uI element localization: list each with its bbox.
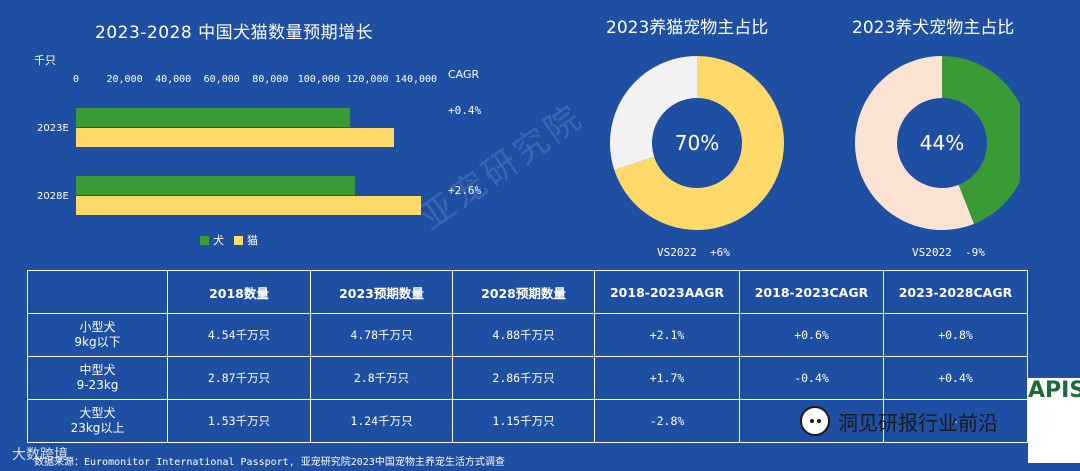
unit-label: 千只 (34, 54, 56, 67)
table-header-row: 2018数量 2023预期数量 2028预期数量 2018-2023AAGR 2… (27, 270, 1028, 314)
brand-overlay: 洞见研报行业前沿 (800, 406, 998, 436)
x-tick-label: 100,000 (297, 74, 340, 85)
table-cell: 2.87千万只 (167, 356, 311, 400)
table-cell: +0.8% (883, 313, 1028, 357)
source-note: 数据来源：Euromonitor International Passport,… (34, 457, 505, 468)
table-cell: 1.24千万只 (310, 399, 453, 443)
bar-cat (76, 196, 421, 215)
table-cell: -0.4% (739, 356, 884, 400)
table-header: 2018数量 (167, 270, 311, 314)
table-cell: 4.88千万只 (452, 313, 595, 357)
table-header: 2018-2023AAGR (594, 270, 740, 314)
donut-cat (610, 56, 784, 230)
table-row: 小型犬 9kg以下 4.54千万只 4.78千万只 4.88千万只 +2.1% +… (27, 313, 1028, 357)
donut-cat-center: 70% (674, 131, 720, 155)
wechat-icon (800, 406, 830, 436)
donut-dog-center: 44% (919, 131, 965, 155)
donut-dog (855, 56, 1020, 231)
watermark: 亚宠研究院 (412, 96, 592, 239)
row-sub: 9-23kg (76, 378, 119, 392)
donut-dog-vs: VS2022 -9% (912, 246, 985, 259)
dog-size-table: 2018数量 2023预期数量 2028预期数量 2018-2023AAGR 2… (27, 270, 1028, 443)
x-tick-label: 80,000 (252, 74, 289, 85)
category-label: 2028E (37, 191, 69, 202)
legend-label-cat: 猫 (247, 234, 258, 247)
x-tick-label: 60,000 (203, 74, 240, 85)
row-label: 小型犬 9kg以下 (27, 313, 168, 357)
legend-label-dog: 犬 (213, 234, 224, 247)
table-cell: 4.54千万只 (167, 313, 311, 357)
legend-swatch-dog (200, 235, 209, 245)
table-cell: 1.53千万只 (167, 399, 311, 443)
cagr-annotation: +0.4% (448, 104, 482, 117)
bar-legend: 犬 猫 (200, 232, 258, 248)
apis-logo: APIS (1028, 378, 1080, 463)
row-sub: 23kg以上 (70, 421, 125, 435)
row-label: 中型犬 9-23kg (27, 356, 168, 400)
table-cell: 4.78千万只 (310, 313, 453, 357)
apis-logo-text: APIS (1028, 378, 1080, 403)
table-cell: -2.8% (594, 399, 740, 443)
table-header: 2023预期数量 (310, 270, 453, 314)
table-header (27, 270, 168, 314)
row-name: 小型犬 (79, 320, 116, 334)
x-tick-label: 0 (72, 74, 80, 85)
donut-slice (855, 56, 975, 231)
bar-dog (76, 108, 351, 127)
table-cell: 1.15千万只 (452, 399, 595, 443)
table-cell: 2.86千万只 (452, 356, 595, 400)
cagr-header: CAGR (448, 68, 480, 81)
donut-slice (610, 56, 697, 170)
table-cell: 2.8千万只 (310, 356, 453, 400)
donut-dog-title: 2023养犬宠物主占比 (852, 18, 1015, 38)
row-label: 大型犬 23kg以上 (27, 399, 168, 443)
table-cell: +2.1% (594, 313, 740, 357)
donut-charts (610, 56, 1020, 231)
row-sub: 9kg以下 (74, 335, 121, 349)
cagr-annotation: +2.6% (448, 184, 482, 197)
table-row: 大型犬 23kg以上 1.53千万只 1.24千万只 1.15千万只 -2.8% … (27, 399, 1028, 443)
legend-swatch-cat (234, 235, 243, 245)
bar-dog (76, 176, 356, 195)
category-label: 2023E (37, 123, 69, 134)
table-cell: - (883, 399, 1028, 443)
x-tick-label: 140,000 (394, 74, 438, 85)
x-tick-label: 120,000 (346, 74, 389, 85)
table-cell: +0.6% (739, 313, 884, 357)
table-header: 2028预期数量 (452, 270, 595, 314)
bar-cat (76, 128, 395, 147)
x-tick-label: 20,000 (106, 74, 143, 85)
donut-slice (614, 56, 784, 230)
brand-text: 洞见研报行业前沿 (838, 410, 998, 435)
table-header: 2023-2028CAGR (883, 270, 1028, 314)
donut-cat-vs: VS2022 +6% (657, 246, 730, 259)
x-tick-label: 40,000 (155, 74, 192, 85)
table-header: 2018-2023CAGR (739, 270, 884, 314)
donut-cat-title: 2023养猫宠物主占比 (606, 18, 769, 38)
row-name: 大型犬 (79, 406, 116, 420)
row-name: 中型犬 (79, 363, 116, 377)
table-cell: +1.7% (594, 356, 740, 400)
left-watermark-logo: 大数跨境 (12, 447, 68, 463)
table-cell: +0.4% (883, 356, 1028, 400)
donut-slice (942, 56, 1020, 224)
bar-chart-title: 2023-2028 中国犬猫数量预期增长 (95, 23, 374, 43)
table-row: 中型犬 9-23kg 2.87千万只 2.8千万只 2.86千万只 +1.7% -… (27, 356, 1028, 400)
